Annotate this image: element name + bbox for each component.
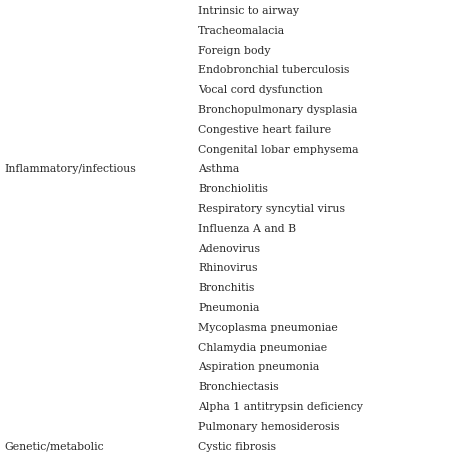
Text: Respiratory syncytial virus: Respiratory syncytial virus (198, 204, 345, 214)
Text: Congestive heart failure: Congestive heart failure (198, 125, 331, 135)
Text: Pulmonary hemosiderosis: Pulmonary hemosiderosis (198, 422, 339, 432)
Text: Pneumonia: Pneumonia (198, 303, 259, 313)
Text: Cystic fibrosis: Cystic fibrosis (198, 442, 276, 452)
Text: Influenza A and B: Influenza A and B (198, 224, 296, 234)
Text: Genetic/metabolic: Genetic/metabolic (4, 442, 104, 452)
Text: Bronchopulmonary dysplasia: Bronchopulmonary dysplasia (198, 105, 357, 115)
Text: Rhinovirus: Rhinovirus (198, 264, 257, 273)
Text: Endobronchial tuberculosis: Endobronchial tuberculosis (198, 65, 349, 75)
Text: Chlamydia pneumoniae: Chlamydia pneumoniae (198, 343, 327, 353)
Text: Bronchitis: Bronchitis (198, 283, 255, 293)
Text: Foreign body: Foreign body (198, 46, 271, 55)
Text: Vocal cord dysfunction: Vocal cord dysfunction (198, 85, 323, 95)
Text: Inflammatory/infectious: Inflammatory/infectious (4, 164, 136, 174)
Text: Intrinsic to airway: Intrinsic to airway (198, 6, 299, 16)
Text: Alpha 1 antitrypsin deficiency: Alpha 1 antitrypsin deficiency (198, 402, 363, 412)
Text: Mycoplasma pneumoniae: Mycoplasma pneumoniae (198, 323, 338, 333)
Text: Congenital lobar emphysema: Congenital lobar emphysema (198, 145, 358, 155)
Text: Asthma: Asthma (198, 164, 239, 174)
Text: Adenovirus: Adenovirus (198, 244, 260, 254)
Text: Tracheomalacia: Tracheomalacia (198, 26, 285, 36)
Text: Aspiration pneumonia: Aspiration pneumonia (198, 363, 319, 373)
Text: Bronchiolitis: Bronchiolitis (198, 184, 268, 194)
Text: Bronchiectasis: Bronchiectasis (198, 382, 279, 392)
